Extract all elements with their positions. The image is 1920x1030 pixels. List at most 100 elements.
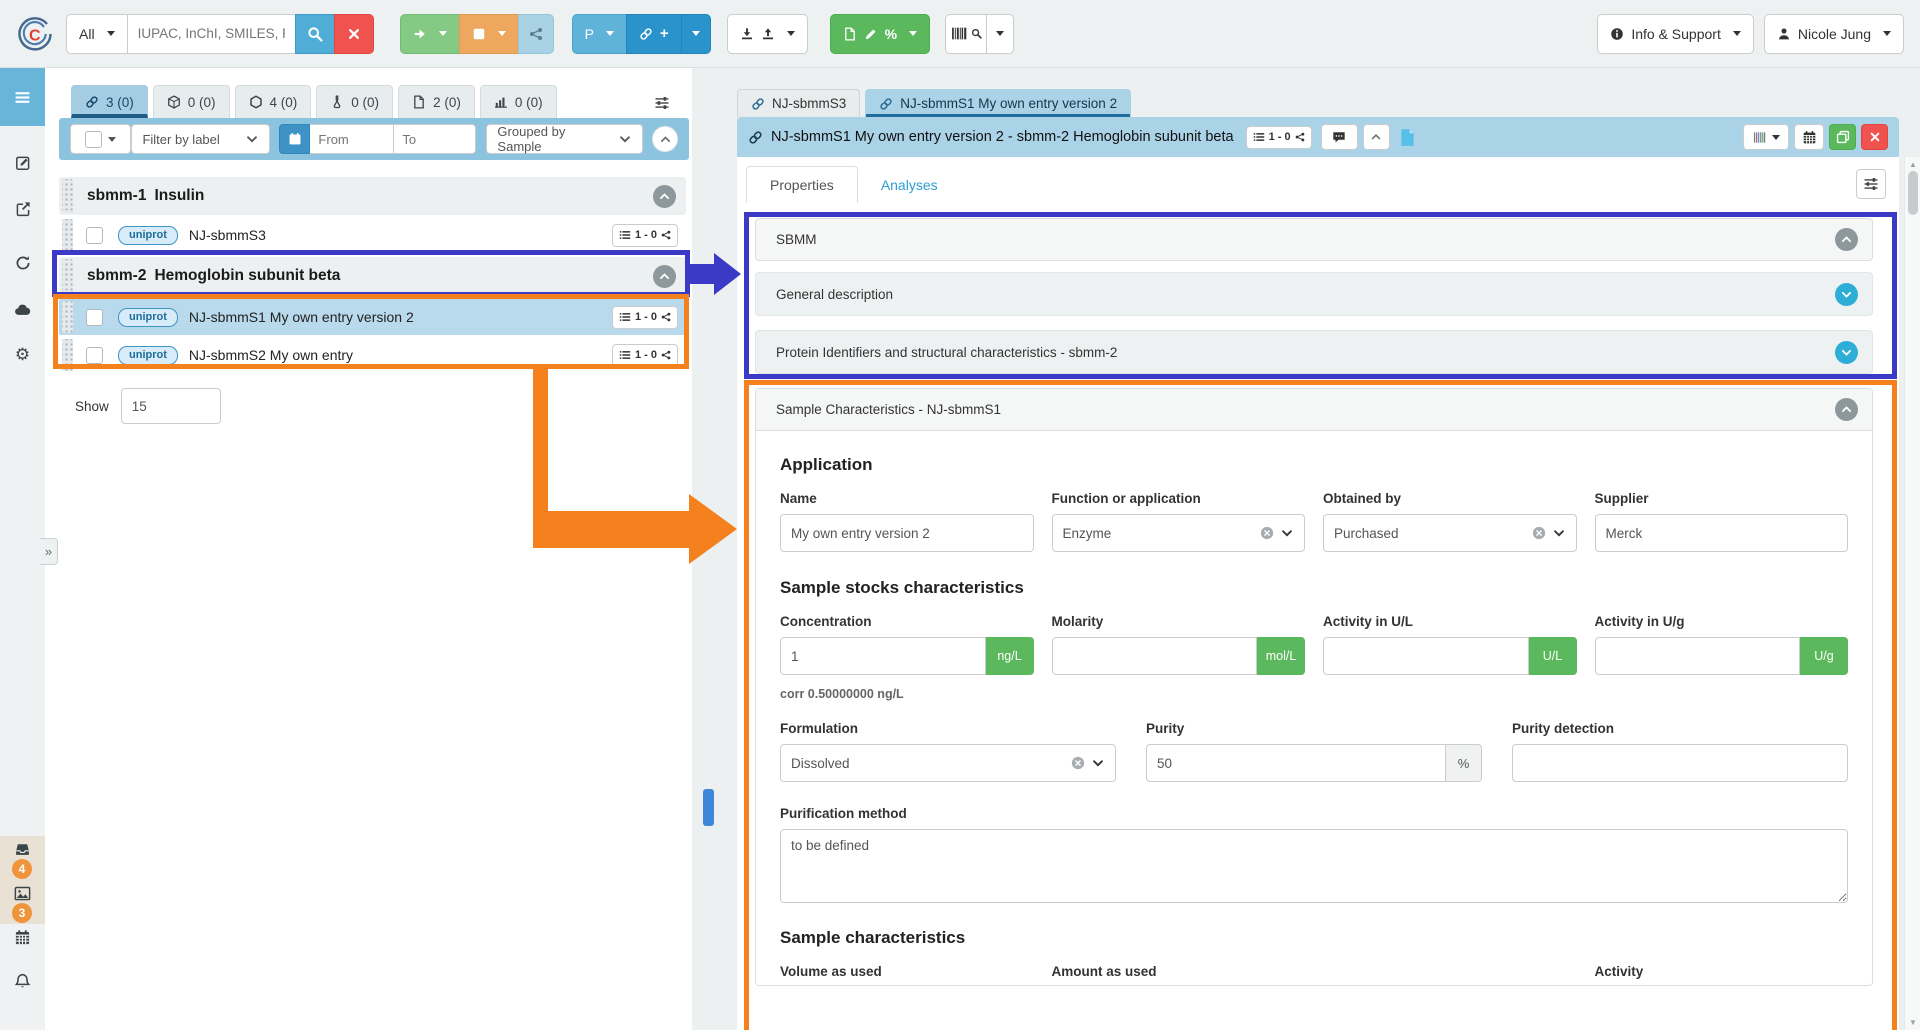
filter-by-label-select[interactable]: Filter by label [131,124,271,154]
copy-element-button[interactable] [1829,124,1856,150]
collapse-group-button[interactable] [653,184,676,208]
blue-document-icon[interactable] [1398,127,1417,148]
analyses-counter-button[interactable]: 1 - 0 [1245,125,1312,149]
clear-icon[interactable] [1532,526,1546,540]
chemotion-logo[interactable]: C [16,15,54,53]
section-protein-identifiers[interactable]: Protein Identifiers and structural chara… [755,330,1873,374]
tab-samples[interactable]: 0 (0) [152,85,230,118]
list-item-nj-sbmms3[interactable]: uniprot NJ-sbmmS3 1 - 0 [59,217,686,253]
name-input[interactable] [780,514,1034,552]
detail-scrollbar[interactable]: ▲ ▼ [1904,157,1920,1030]
rail-inbox-button[interactable]: 4 [0,836,45,880]
expand-section-button[interactable] [1835,340,1858,364]
unit-toggle-button[interactable]: ng/L [985,637,1034,675]
panel-resize-handle[interactable] [703,789,714,826]
activity-ul-input[interactable] [1323,637,1529,675]
collapse-section-button[interactable] [1835,398,1858,421]
purity-input[interactable] [1146,744,1446,782]
purification-method-textarea[interactable]: to be defined [780,829,1848,903]
row-checkbox[interactable] [86,226,103,244]
expand-panel-button[interactable]: » [40,538,58,565]
list-item-nj-sbmms1[interactable]: uniprot NJ-sbmmS1 My own entry version 2… [59,299,686,335]
create-element-dropdown[interactable] [680,13,711,54]
drag-handle[interactable] [62,179,73,213]
search-button[interactable] [294,13,335,54]
function-select[interactable]: Enzyme [1051,514,1305,552]
tab-sbmm[interactable]: 3 (0) [71,85,148,118]
expand-section-button[interactable] [1835,282,1858,306]
barcode-dropdown[interactable] [986,13,1015,54]
unit-toggle-button[interactable]: U/g [1800,637,1848,675]
activity-ug-input[interactable] [1594,637,1800,675]
detail-tab-nj-sbmms1[interactable]: NJ-sbmmS1 My own entry version 2 [865,89,1132,117]
scroll-up-arrow[interactable]: ▲ [1905,157,1920,172]
scroll-down-arrow[interactable]: ▼ [1905,1015,1920,1030]
collapse-filter-button[interactable] [652,126,678,152]
tab-research-plans[interactable]: 2 (0) [398,85,475,118]
rail-collections-button[interactable] [0,68,45,126]
list-options-button[interactable] [648,90,676,116]
rail-notifications-button[interactable] [0,968,45,1012]
purity-detection-input[interactable] [1512,744,1848,782]
comments-button[interactable] [1320,124,1358,150]
date-filter-button[interactable] [279,124,311,154]
section-sbmm[interactable]: SBMM [755,218,1873,261]
close-detail-button[interactable] [1861,124,1888,150]
drag-handle[interactable] [62,259,73,293]
group-header-sbmm-1[interactable]: sbmm-1 Insulin [59,177,686,215]
info-support-dropdown[interactable]: Info & Support [1597,13,1754,54]
user-menu-dropdown[interactable]: Nicole Jung [1763,13,1904,54]
print-code-dropdown[interactable] [1743,124,1789,150]
search-scope-dropdown[interactable]: All [66,13,128,54]
analyses-counter-button[interactable]: 1 - 0 [611,343,678,367]
page-size-input[interactable] [120,388,221,424]
collapse-section-button[interactable] [1835,228,1858,251]
list-item-nj-sbmms2[interactable]: uniprot NJ-sbmmS2 My own entry 1 - 0 [59,337,686,373]
drag-handle[interactable] [62,219,73,251]
tab-analyses[interactable]: Analyses [858,166,961,203]
sample-characteristics-header[interactable]: Sample Characteristics - NJ-sbmmS1 [756,389,1872,431]
clear-icon[interactable] [1071,756,1085,770]
calendar-button[interactable] [1794,124,1824,150]
tab-metrics[interactable]: 0 (0) [479,85,557,118]
tab-wellplates[interactable]: 0 (0) [316,85,394,118]
drag-handle[interactable] [62,339,73,371]
report-button[interactable]: % [829,13,931,54]
unit-toggle-button[interactable]: mol/L [1257,637,1305,675]
detail-tab-nj-sbmms3[interactable]: NJ-sbmmS3 [737,89,861,117]
analyses-counter-button[interactable]: 1 - 0 [611,305,678,329]
unit-toggle-button[interactable]: U/L [1528,637,1577,675]
tab-properties[interactable]: Properties [746,166,858,203]
scrollbar-thumb[interactable] [1908,171,1918,215]
rail-share-collections-button[interactable] [0,186,45,232]
molarity-input[interactable] [1051,637,1257,675]
group-by-select[interactable]: Grouped by Sample [486,124,644,154]
row-checkbox[interactable] [86,308,103,326]
supplier-input[interactable] [1594,514,1848,552]
remove-from-collection-button[interactable] [458,13,519,54]
concentration-input[interactable] [780,637,986,675]
select-all-checkbox[interactable] [85,130,103,148]
rail-gallery-button[interactable]: 3 [0,880,45,924]
rail-edit-collections-button[interactable] [0,140,45,186]
section-general-description[interactable]: General description [755,272,1873,316]
share-button[interactable] [517,13,554,54]
date-to-input[interactable] [394,124,477,154]
import-export-button[interactable] [726,13,808,54]
formulation-select[interactable]: Dissolved [780,744,1116,782]
analyses-counter-button[interactable]: 1 - 0 [611,223,678,247]
barcode-scan-button[interactable] [945,13,988,54]
rail-calendar-button[interactable] [0,924,45,968]
rail-cloud-button[interactable] [0,286,45,332]
drag-handle[interactable] [62,301,73,333]
collapse-header-button[interactable] [1362,124,1390,150]
row-checkbox[interactable] [86,346,103,364]
obtained-by-select[interactable]: Purchased [1323,514,1577,552]
move-to-collection-button[interactable] [399,13,460,54]
select-all-dropdown[interactable] [70,124,132,154]
create-element-button[interactable]: + [625,13,682,54]
collapse-group-button[interactable] [653,264,676,288]
search-input[interactable] [127,13,296,54]
clear-icon[interactable] [1260,526,1274,540]
detail-options-button[interactable] [1856,169,1886,199]
